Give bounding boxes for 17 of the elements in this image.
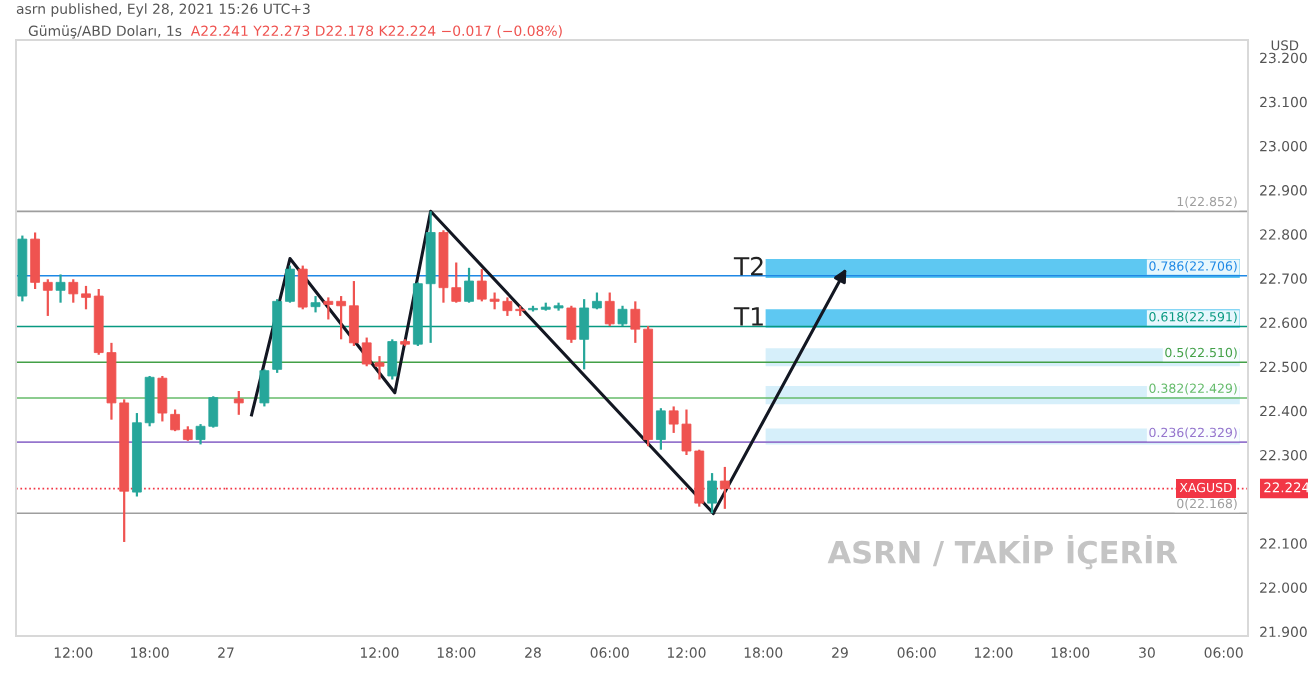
candlestick: [310, 294, 321, 314]
candlestick: [604, 291, 615, 328]
annotation: T1: [733, 307, 763, 326]
candlestick: [259, 368, 270, 408]
annotation: ASRN / TAKİP İÇERİR: [827, 535, 1178, 570]
candlestick: [707, 471, 717, 515]
candlestick: [566, 304, 577, 344]
candlestick: [233, 389, 244, 416]
annotation: T2: [733, 256, 763, 276]
candlestick: [617, 304, 628, 328]
candlestick: [719, 465, 730, 510]
candlestick: [157, 374, 168, 423]
candlestick: [656, 407, 666, 451]
candlestick: [387, 338, 398, 381]
candlestick: [297, 264, 308, 311]
candlestick: [55, 273, 66, 304]
candlestick: [464, 266, 474, 304]
